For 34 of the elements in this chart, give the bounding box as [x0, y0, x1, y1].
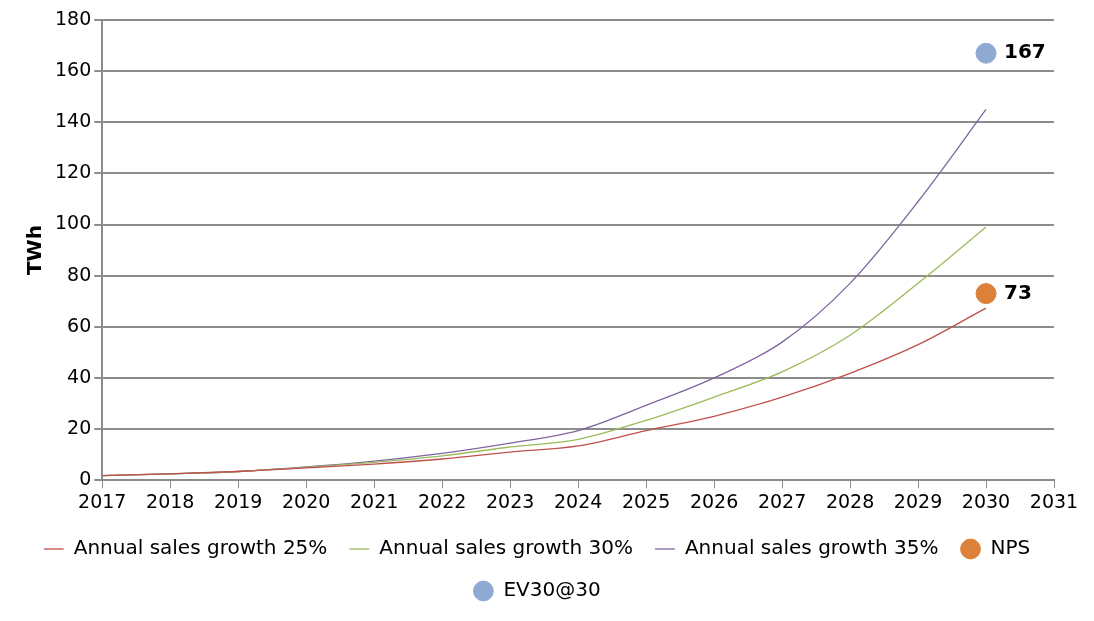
x-tick-label: 2017 — [78, 489, 127, 512]
x-tick-label: 2022 — [417, 489, 467, 512]
legend-label: NPS — [990, 535, 1031, 560]
x-tick-label: 2021 — [350, 489, 399, 512]
x-tick-label: 2028 — [825, 489, 875, 512]
y-tick-label: 100 — [55, 211, 92, 234]
data-label: 167 — [1004, 39, 1046, 64]
x-tick-label: 2019 — [214, 489, 263, 512]
y-tick-label: 120 — [55, 160, 92, 183]
x-tick-label: 2031 — [1029, 489, 1079, 512]
x-tick-label: 2026 — [689, 489, 739, 512]
y-tick-label: 160 — [55, 58, 92, 81]
y-tick-label: 180 — [55, 6, 92, 29]
y-tick-label: 60 — [67, 313, 92, 336]
y-tick-label: 140 — [55, 109, 92, 132]
x-tick-label: 2018 — [146, 489, 195, 512]
x-tick-label: 2027 — [757, 489, 807, 512]
y-axis-title: TWh — [22, 225, 47, 276]
x-tick-label: 2030 — [961, 489, 1011, 512]
legend-label: Annual sales growth 30% — [379, 535, 633, 560]
line-series — [102, 307, 987, 477]
legend-label: Annual sales growth 25% — [73, 535, 328, 560]
data-label: 73 — [1004, 279, 1032, 304]
x-tick-label: 2020 — [282, 489, 331, 512]
y-tick-label: 20 — [67, 416, 92, 438]
x-tick-label: 2029 — [893, 489, 943, 512]
y-tick-label: 0 — [79, 467, 92, 490]
legend-label: Annual sales growth 35% — [684, 535, 939, 560]
x-tick-label: 2025 — [621, 489, 671, 512]
y-tick-label: 40 — [67, 364, 92, 387]
y-tick-label: 80 — [67, 262, 92, 285]
x-tick-label: 2024 — [553, 489, 603, 512]
legend-label: EV30@30 — [503, 577, 601, 602]
x-tick-label: 2023 — [485, 489, 535, 512]
